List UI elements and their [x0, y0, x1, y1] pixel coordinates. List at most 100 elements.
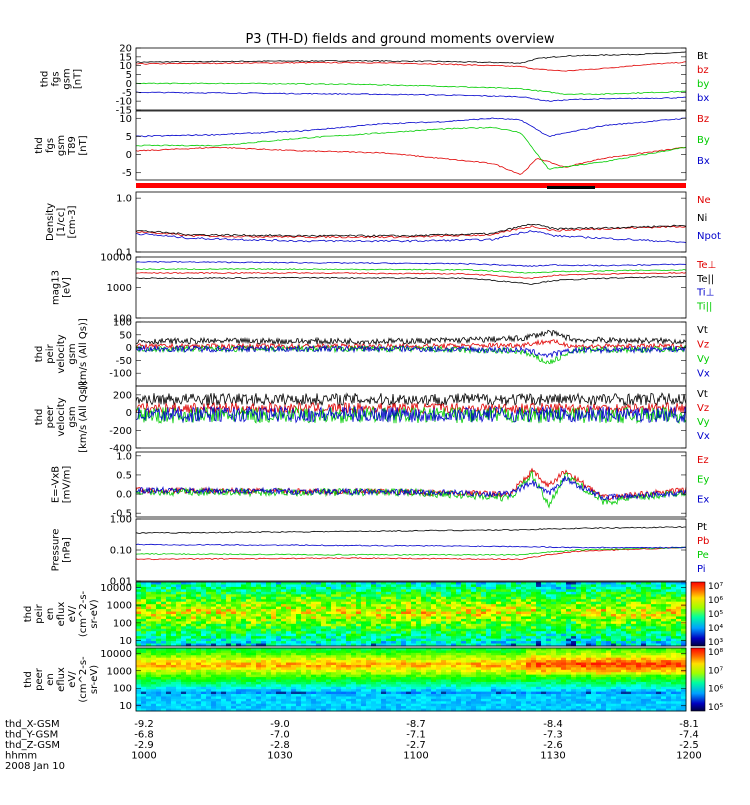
- colorbar-tick-label: 10⁵: [708, 610, 723, 620]
- ytick-label: 0.10: [110, 546, 132, 557]
- legend-entry: Bt: [697, 51, 708, 62]
- ytick-label: 10000: [100, 583, 132, 594]
- xtick-label: -2.5: [679, 740, 699, 751]
- panel-frame: [136, 257, 686, 318]
- legend-entry: Pt: [697, 522, 707, 533]
- ytick-label: 1000: [107, 283, 132, 294]
- legend-entry: Te⊥: [696, 260, 716, 271]
- series-Pi: [136, 544, 686, 548]
- legend-entry: Te||: [696, 274, 714, 285]
- ytick-label: 1.00: [110, 515, 132, 526]
- panel-ylabel: E=-VxB[mV/m]: [51, 466, 73, 504]
- ytick-label: 10: [119, 114, 132, 125]
- ytick-label: -100: [109, 369, 132, 380]
- flag-bar-marker: [547, 186, 595, 189]
- flag-bar: [136, 183, 686, 188]
- colorbar-tick-label: 10⁴: [708, 624, 723, 634]
- colorbar-tick-label: 10⁸: [708, 648, 723, 658]
- xtick-label: 1000: [131, 751, 156, 762]
- ytick-label: 0: [126, 408, 132, 419]
- panel-ylabel: mag13[eV]: [51, 270, 73, 305]
- panel-10: thdpeerenefluxeV/(cm^2-s-sr-eV) 10⁸ 10⁷ 10⁶…: [23, 648, 723, 713]
- panel-ylabel: thdpeirvelocitygsm[km/s (All Qs)]: [34, 318, 89, 390]
- series-Bx: [136, 118, 686, 137]
- series-Pe: [136, 547, 686, 555]
- colorbar: [691, 648, 705, 711]
- xtick-label: 1030: [267, 751, 292, 762]
- colorbar-tick-label: 10⁶: [708, 685, 723, 695]
- ytick-label: 1000: [107, 601, 132, 612]
- panel-frame: [136, 322, 686, 386]
- ytick-label: 200: [113, 390, 132, 401]
- ytick-label: -200: [109, 426, 132, 437]
- colorbar-tick-label: 10⁷: [708, 666, 723, 676]
- panel-6: thdpeervelocitygsm[km/s (All Qs)]VtVzVyV…: [34, 381, 710, 454]
- series-Ni: [136, 224, 686, 237]
- series-Ti||: [136, 269, 686, 274]
- legend-entry: Vt: [697, 389, 708, 400]
- series-bz: [136, 62, 686, 71]
- panel-frame: [136, 452, 686, 517]
- panel-ylabel: thdfgsgsmT89[nT]: [34, 135, 89, 156]
- colorbar-tick-label: 10³: [708, 638, 723, 648]
- series-Bz: [136, 147, 686, 174]
- xtick-label: 1200: [676, 751, 701, 762]
- xtick-label: -7.4: [679, 730, 699, 741]
- ytick-label: 0.0: [116, 490, 132, 501]
- legend-entry: Ti||: [696, 301, 712, 312]
- xtick-label: -2.9: [134, 740, 154, 751]
- ytick-label: 5: [126, 132, 132, 143]
- panel-ylabel: thdpeerenefluxeV/(cm^2-s-sr-eV): [23, 656, 100, 703]
- ytick-label: 1000: [107, 666, 132, 677]
- xtick-label: -7.1: [406, 730, 426, 741]
- series-bx: [136, 92, 686, 102]
- ytick-label: 1.0: [116, 194, 132, 205]
- legend-entry: by: [697, 79, 709, 90]
- legend-entry: Bz: [697, 114, 709, 125]
- ytick-label: 100: [113, 318, 132, 329]
- panel-5: thdpeirvelocitygsm[km/s (All Qs)]VtVzVyV…: [34, 318, 710, 390]
- xtick-label: -7.3: [543, 730, 563, 741]
- legend-entry: Ni: [697, 213, 707, 224]
- ytick-label: 10000: [100, 649, 132, 660]
- ytick-label: 50: [119, 330, 132, 341]
- xtick-label: -8.1: [679, 719, 699, 730]
- xtick-label: -9.0: [270, 719, 290, 730]
- ytick-label: 0: [126, 150, 132, 161]
- ytick-label: -5: [122, 168, 132, 179]
- xtick-label: 1100: [403, 751, 428, 762]
- panel-ylabel: thdpeirenefluxeV/(cm^2-s-sr-eV): [23, 590, 100, 637]
- legend-entry: Vz: [697, 340, 709, 351]
- series-Ey: [136, 471, 686, 507]
- ytick-label: 0: [126, 343, 132, 354]
- panel-ylabel: Pressure[nPa]: [51, 529, 73, 572]
- colorbar-tick-label: 10⁶: [708, 596, 723, 606]
- legend-entry: bz: [697, 65, 709, 76]
- xaxis-row-label: thd_Y-GSM: [5, 730, 58, 741]
- legend-entry: Ne: [697, 195, 711, 206]
- legend-entry: By: [697, 135, 710, 146]
- xaxis-row-label: thd_Z-GSM: [5, 740, 60, 751]
- legend-entry: Npot: [697, 231, 721, 242]
- panel-ylabel: thdfgsgsm[nT]: [40, 68, 84, 89]
- xaxis-row-label: thd_X-GSM: [5, 719, 60, 730]
- legend-entry: Ey: [697, 475, 709, 486]
- ytick-label: 100: [113, 618, 132, 629]
- xaxis-row-label: hhmm: [5, 751, 37, 762]
- series-Vt: [136, 393, 686, 405]
- panel-frame: [136, 48, 686, 110]
- panel-9: thdpeirenefluxeV/(cm^2-s-sr-eV)10⁷10⁶10⁵…: [23, 582, 723, 648]
- legend-entry: Pb: [697, 536, 709, 547]
- panel-ylabel: Density[1/cc][cm-3]: [45, 203, 78, 241]
- spectrogram: [136, 648, 686, 711]
- xtick-label: -8.7: [406, 719, 426, 730]
- legend-entry: Vz: [697, 403, 709, 414]
- ytick-label: 100: [113, 684, 132, 695]
- ytick-label: 10000: [100, 253, 132, 264]
